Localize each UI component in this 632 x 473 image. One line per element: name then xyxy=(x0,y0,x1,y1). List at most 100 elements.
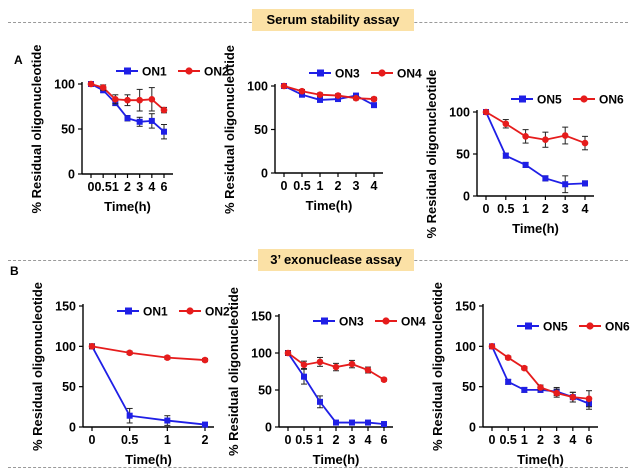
x-tick-label: 2 xyxy=(542,202,549,216)
data-point-on2 xyxy=(87,80,95,88)
x-tick-label: 0 xyxy=(483,202,490,216)
data-point-on4 xyxy=(348,360,356,368)
x-tick-label: 0.5 xyxy=(94,180,111,194)
data-point-on4 xyxy=(298,87,306,95)
x-tick-label: 2 xyxy=(124,180,131,194)
y-tick-label: 100 xyxy=(247,80,268,94)
x-tick-label: 3 xyxy=(353,179,360,193)
legend-label: ON2 xyxy=(205,305,230,319)
x-tick-label: 3 xyxy=(136,180,143,194)
bottom-divider xyxy=(8,467,628,468)
legend-marker xyxy=(185,67,193,75)
x-tick-label: 0 xyxy=(88,180,95,194)
legend-label: ON5 xyxy=(543,320,568,334)
x-axis-title: Time(h) xyxy=(512,221,559,236)
data-point-on1 xyxy=(126,412,133,419)
x-tick-label: 4 xyxy=(148,180,155,194)
legend-marker xyxy=(580,95,588,103)
y-tick-label: 150 xyxy=(55,300,76,314)
data-point-on4 xyxy=(334,92,342,99)
data-point-on6 xyxy=(542,136,549,144)
data-point-on6 xyxy=(581,139,589,147)
x-tick-label: 4 xyxy=(371,179,378,193)
data-point-on1 xyxy=(164,417,171,424)
y-axis-title: % Residual oligonucleotide xyxy=(30,282,45,451)
y-tick-label: 50 xyxy=(61,123,75,137)
y-tick-label: 0 xyxy=(69,421,76,435)
data-point-on3 xyxy=(301,373,307,380)
legend-marker xyxy=(378,69,386,77)
data-point-on2 xyxy=(201,356,209,364)
y-tick-label: 0 xyxy=(261,167,268,181)
data-point-on1 xyxy=(124,115,131,122)
data-point-on6 xyxy=(504,354,512,361)
legend-marker xyxy=(525,322,532,330)
y-tick-label: 0 xyxy=(265,421,272,435)
y-tick-label: 50 xyxy=(456,148,470,162)
x-tick-label: 0.5 xyxy=(121,433,138,447)
data-point-on4 xyxy=(300,361,308,369)
data-point-on6 xyxy=(488,343,496,350)
data-point-on4 xyxy=(280,82,288,90)
y-axis-title: % Residual oligonucleotide xyxy=(430,282,445,451)
data-point-on3 xyxy=(317,96,323,103)
y-axis-title: % Residual oligonucleotide xyxy=(222,45,237,214)
x-tick-label: 2 xyxy=(333,433,340,447)
data-point-on6 xyxy=(569,393,577,401)
y-tick-label: 50 xyxy=(258,384,272,398)
legend-marker xyxy=(124,67,131,75)
legend-marker xyxy=(125,307,132,315)
data-point-on2 xyxy=(99,84,107,91)
y-tick-label: 100 xyxy=(449,106,470,120)
legend-marker xyxy=(586,322,594,330)
x-tick-label: 6 xyxy=(161,180,168,194)
data-point-on2 xyxy=(160,106,168,114)
data-point-on2 xyxy=(88,343,96,350)
legend-label: ON6 xyxy=(599,93,624,107)
legend-label: ON1 xyxy=(143,305,168,319)
x-tick-label: 0 xyxy=(489,433,496,447)
x-tick-label: 2 xyxy=(537,433,544,447)
y-axis-title: % Residual oligonucleotide xyxy=(424,69,439,238)
data-point-on5 xyxy=(502,152,509,159)
legend-label: ON1 xyxy=(142,65,167,79)
x-tick-label: 2 xyxy=(335,179,342,193)
x-tick-label: 6 xyxy=(381,433,388,447)
x-tick-label: 3 xyxy=(562,202,569,216)
y-tick-label: 50 xyxy=(62,380,76,394)
x-tick-label: 1 xyxy=(317,433,324,447)
legend-marker xyxy=(186,307,194,315)
legend-marker xyxy=(321,317,328,325)
series-line-on2 xyxy=(91,345,206,361)
serum-assay-title: Serum stability assay xyxy=(252,9,414,31)
legend-label: ON3 xyxy=(339,315,364,329)
data-point-on6 xyxy=(522,133,529,140)
data-point-on4 xyxy=(352,94,360,102)
data-point-on3 xyxy=(371,102,377,109)
data-point-on2 xyxy=(164,354,171,361)
legend-marker xyxy=(317,69,324,77)
x-tick-label: 6 xyxy=(586,433,593,447)
data-point-on1 xyxy=(202,421,208,428)
data-point-on5 xyxy=(562,181,569,188)
data-point-on2 xyxy=(148,96,156,103)
legend-marker xyxy=(519,95,526,103)
data-point-on3 xyxy=(349,419,355,426)
data-point-on2 xyxy=(126,349,133,357)
data-point-on6 xyxy=(537,384,544,391)
x-tick-label: 0.5 xyxy=(499,433,516,447)
y-tick-label: 0 xyxy=(68,168,75,182)
data-point-on3 xyxy=(381,421,387,428)
data-point-on6 xyxy=(553,389,560,397)
data-point-on3 xyxy=(365,419,371,426)
x-tick-label: 1 xyxy=(164,433,171,447)
x-tick-label: 0 xyxy=(285,433,292,447)
legend-label: ON4 xyxy=(397,67,422,81)
data-point-on5 xyxy=(521,386,528,393)
y-tick-label: 150 xyxy=(455,300,476,314)
data-point-on3 xyxy=(335,96,341,103)
